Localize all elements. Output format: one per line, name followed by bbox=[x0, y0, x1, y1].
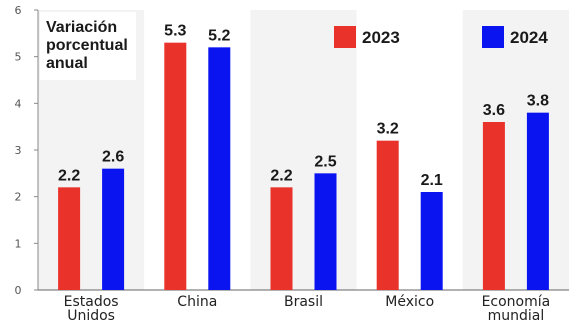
y-tick-label: 0 bbox=[15, 284, 22, 297]
category-label: China bbox=[177, 294, 217, 310]
value-label: 5.3 bbox=[164, 23, 186, 40]
legend-label-2024: 2024 bbox=[510, 28, 548, 47]
bar-2023 bbox=[376, 140, 399, 290]
value-label: 5.2 bbox=[208, 27, 230, 44]
value-label: 2.6 bbox=[102, 149, 124, 166]
value-label: 2.1 bbox=[421, 172, 443, 189]
bar-2023 bbox=[482, 122, 505, 290]
y-tick-label: 1 bbox=[15, 237, 22, 250]
column-band bbox=[144, 10, 251, 290]
y-tick-label: 4 bbox=[15, 97, 22, 110]
bar-2024 bbox=[314, 173, 337, 290]
y-axis-title: Variación bbox=[46, 19, 117, 36]
y-axis-title: porcentual bbox=[46, 37, 128, 54]
bar-2024 bbox=[526, 112, 549, 291]
ylabel-box bbox=[40, 12, 136, 80]
legend-swatch-2023 bbox=[334, 26, 356, 48]
y-tick-label: 2 bbox=[15, 191, 22, 204]
bar-2023 bbox=[270, 187, 293, 290]
value-label: 3.6 bbox=[483, 102, 505, 119]
value-label: 3.8 bbox=[527, 93, 549, 110]
y-tick-label: 6 bbox=[15, 4, 22, 17]
bar-2023 bbox=[58, 187, 81, 290]
column-band bbox=[462, 10, 569, 290]
column-band bbox=[250, 10, 357, 290]
legend-label-2023: 2023 bbox=[362, 28, 400, 47]
value-label: 2.2 bbox=[270, 167, 292, 184]
value-label: 2.2 bbox=[58, 167, 80, 184]
y-tick-label: 3 bbox=[15, 144, 22, 157]
category-label: Estados bbox=[64, 294, 119, 310]
bar-2023 bbox=[164, 42, 187, 290]
bar-2024 bbox=[420, 192, 443, 290]
y-axis-title: anual bbox=[46, 55, 88, 72]
legend-swatch-2024 bbox=[482, 26, 504, 48]
value-label: 3.2 bbox=[377, 121, 399, 138]
category-label: Brasil bbox=[284, 294, 323, 310]
y-tick-label: 5 bbox=[15, 51, 22, 64]
value-label: 2.5 bbox=[314, 153, 336, 170]
bar-2024 bbox=[102, 168, 125, 290]
column-band bbox=[356, 10, 463, 290]
category-label: Economía bbox=[482, 294, 551, 310]
category-label: mundial bbox=[488, 308, 545, 324]
category-label: México bbox=[385, 294, 434, 310]
bar-2024 bbox=[208, 47, 231, 291]
category-label: Unidos bbox=[67, 308, 115, 324]
